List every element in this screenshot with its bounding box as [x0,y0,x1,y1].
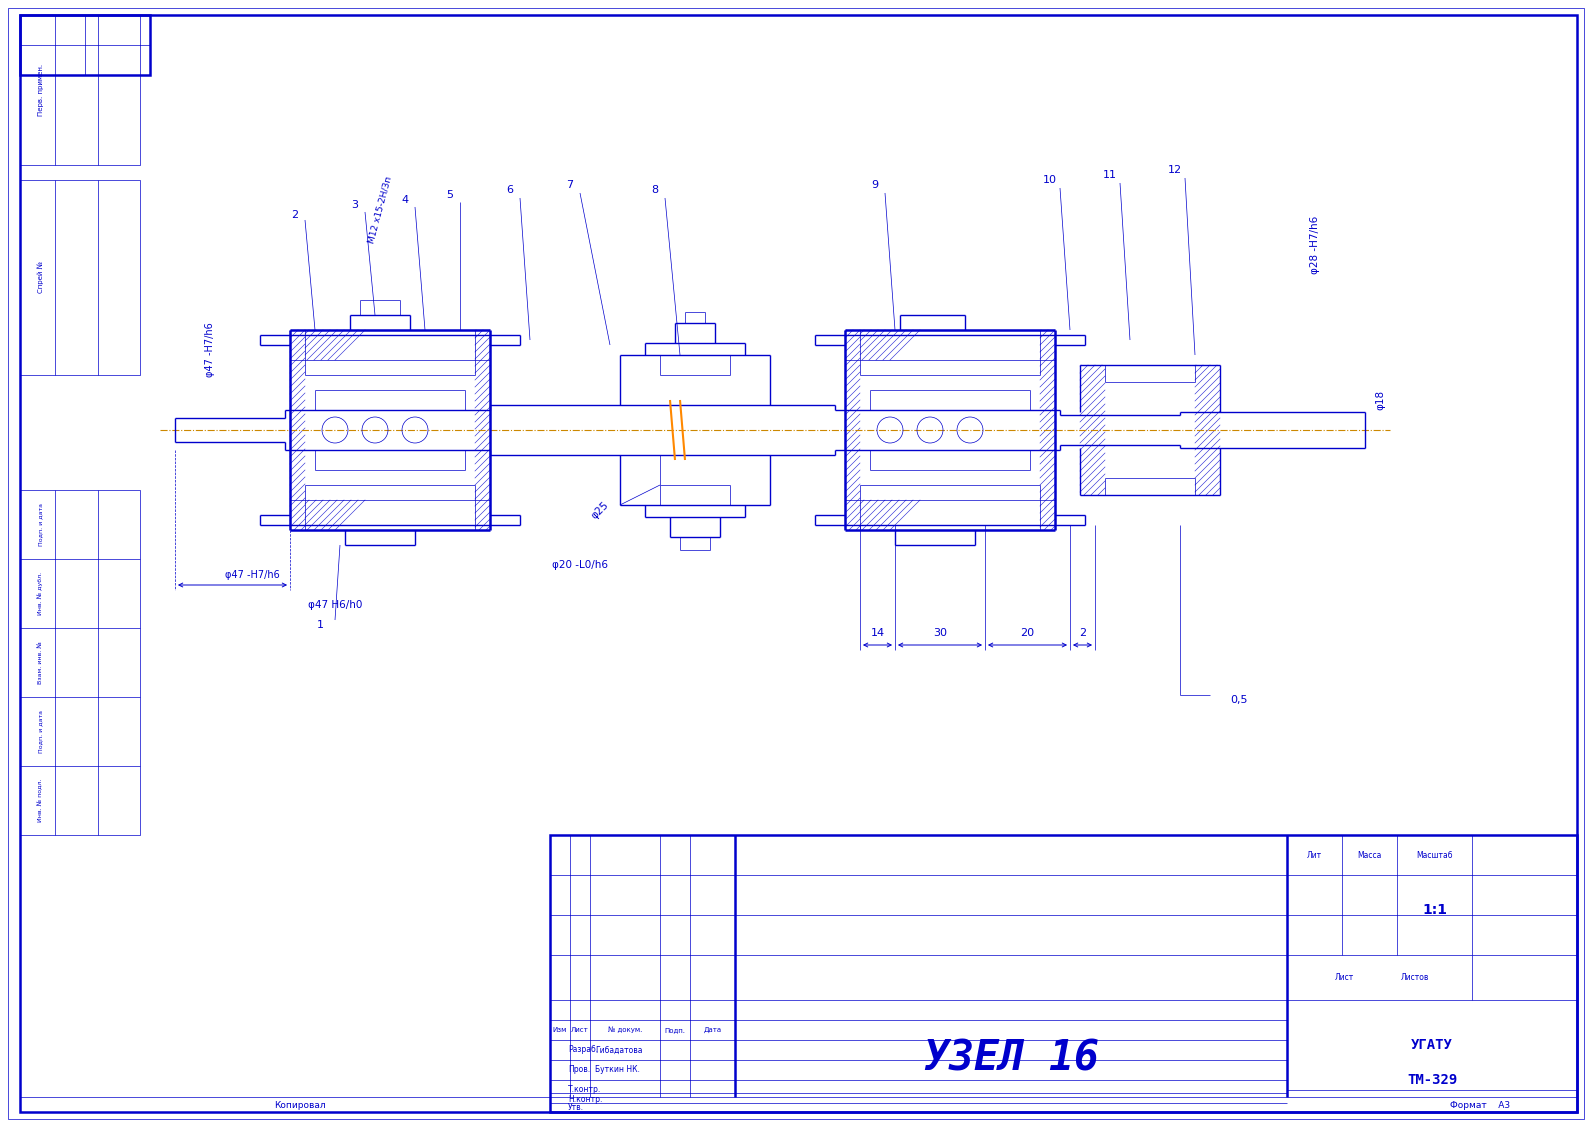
Text: M12 x15-2H/3п: M12 x15-2H/3п [366,176,393,245]
Text: 2: 2 [291,210,299,220]
Text: Лист: Лист [572,1027,589,1033]
Text: Подп.: Подп. [664,1027,686,1033]
Text: 12: 12 [1169,165,1183,175]
Text: 10: 10 [1043,175,1057,185]
Text: 2: 2 [1079,628,1086,638]
Text: 5: 5 [446,190,454,199]
Text: 9: 9 [871,180,879,190]
Text: 8: 8 [651,185,659,195]
Bar [21,180,140,375]
Text: 11: 11 [1103,170,1118,180]
Text: УЗЕЛ 16: УЗЕЛ 16 [923,1038,1098,1080]
Text: Масса: Масса [1358,851,1382,860]
Text: 14: 14 [871,628,885,638]
Text: ТМ-329: ТМ-329 [1407,1073,1457,1088]
Text: Масштаб: Масштаб [1417,851,1453,860]
Bar [21,490,140,835]
Text: Подп. и дата: Подп. и дата [38,503,43,545]
Text: 0,5: 0,5 [1231,695,1248,706]
Text: φ47 -H7/h6: φ47 -H7/h6 [224,570,280,580]
Text: Лист: Лист [1334,973,1355,982]
Text: Подп. и дата: Подп. и дата [38,710,43,753]
Text: Формат    А3: Формат А3 [1450,1100,1511,1109]
Text: 7: 7 [567,180,573,190]
Text: φ28 -H7/h6: φ28 -H7/h6 [1310,216,1320,274]
Text: φ47 -H7/h6: φ47 -H7/h6 [205,322,215,378]
Text: УГАТУ: УГАТУ [1411,1038,1453,1051]
Text: 20: 20 [1020,628,1035,638]
Text: Н.контр.: Н.контр. [568,1094,602,1103]
Text: № докум.: № докум. [608,1027,642,1033]
Text: Инв. № подл.: Инв. № подл. [38,779,43,823]
Text: Перв. примен.: Перв. примен. [38,64,43,116]
Text: 1: 1 [317,620,323,630]
Text: 6: 6 [506,185,514,195]
Text: Копировал: Копировал [274,1100,326,1109]
Text: Дата: Дата [704,1027,721,1033]
Text: Гибадатова: Гибадатова [595,1046,643,1055]
Text: Буткин НК.: Буткин НК. [595,1065,640,1074]
Text: Изм: Изм [552,1027,567,1033]
Text: φ20 -L0/h6: φ20 -L0/h6 [552,560,608,570]
Text: Разраб.: Разраб. [568,1046,599,1055]
Text: Т.контр.: Т.контр. [568,1085,602,1094]
Text: φ18: φ18 [1375,390,1385,410]
Text: Взам. инв. №: Взам. инв. № [38,641,43,684]
Text: Инв. № дубл.: Инв. № дубл. [38,571,43,615]
Bar [21,15,84,76]
Bar [21,15,150,76]
Text: 3: 3 [352,199,358,210]
Text: φ25: φ25 [589,499,611,521]
Text: 30: 30 [933,628,947,638]
Text: Спрей №: Спрей № [37,261,43,293]
Text: 1:1: 1:1 [1422,903,1447,917]
Bar [549,835,1578,1112]
Bar [21,15,140,165]
Text: Утв.: Утв. [568,1103,584,1112]
Text: φ47 H6/h0: φ47 H6/h0 [307,600,363,610]
Text: Пров.: Пров. [568,1065,591,1074]
Text: 4: 4 [401,195,409,205]
Text: Листов: Листов [1401,973,1428,982]
Text: Лит: Лит [1307,851,1321,860]
